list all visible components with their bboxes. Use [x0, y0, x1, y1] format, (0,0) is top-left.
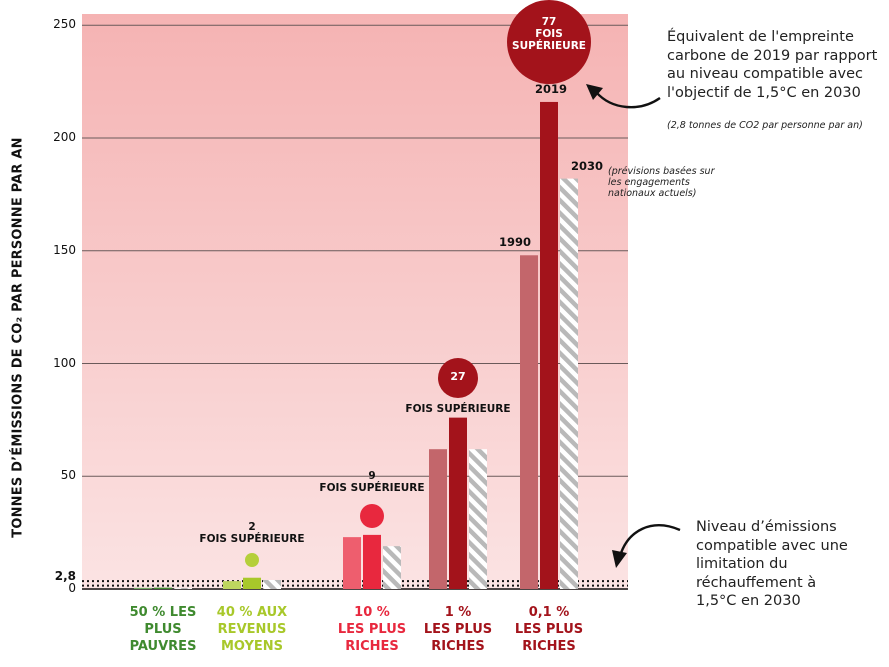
bar-2019 [154, 587, 172, 589]
y-tick-label: 0 [68, 581, 76, 595]
year-label-2030: 2030 [571, 158, 604, 173]
multiplier-circle [507, 0, 591, 84]
annotation-forecast: (prévisions basées sur les engagements n… [608, 166, 715, 199]
y-tick-label: 2,8 [54, 568, 76, 583]
bar-2019 [540, 101, 558, 590]
multiplier-label: 77 FOIS SUPÉRIEURE [512, 16, 586, 52]
bar-2030 [383, 546, 401, 589]
bar-2019 [449, 417, 467, 589]
multiplier-number: 27 [450, 370, 466, 383]
year-label-2019: 2019 [535, 81, 568, 96]
arrow-bottom-head [612, 550, 627, 568]
bar-2019 [363, 534, 381, 589]
annotation-top-right-small: (2,8 tonnes de CO2 par personne par an) [667, 120, 863, 131]
bar-2019 [243, 577, 261, 589]
category-label: 1 % LES PLUS RICHES [423, 605, 493, 654]
y-tick-label: 200 [53, 130, 76, 145]
category-label: 10 % LES PLUS RICHES [337, 605, 407, 654]
multiplier-circle [438, 358, 478, 398]
arrow-bottom [618, 524, 681, 557]
multiplier-label: 9 FOIS SUPÉRIEURE [319, 470, 425, 494]
bar-2030 [174, 588, 192, 589]
bar-2030 [263, 579, 281, 589]
category-label: 50 % LES PLUS PAUVRES [129, 605, 197, 654]
bar-2030 [560, 178, 578, 589]
bar-1990 [223, 581, 241, 589]
annotation-arrows [586, 84, 681, 568]
annotation-top-right: Équivalent de l'empreinte carbone de 201… [667, 29, 878, 101]
category-label: 0,1 % LES PLUS RICHES [514, 605, 584, 654]
y-tick-label: 50 [60, 468, 76, 483]
bar-1990 [429, 449, 447, 589]
multiplier-circle [245, 553, 259, 567]
y-tick-label: 250 [53, 17, 76, 32]
arrow-top-head [586, 84, 603, 100]
bar-2030 [469, 449, 487, 589]
bar-1990 [343, 537, 361, 589]
y-tick-label: 150 [53, 242, 76, 257]
y-axis-label: TONNES D’ÉMISSIONS DE CO₂ PAR PERSONNE P… [10, 137, 26, 538]
category-label: 40 % AUX REVENUS MOYENS [216, 605, 288, 654]
multiplier-circle [360, 504, 384, 528]
annotation-bottom-right: Niveau d’émissions compatible avec une l… [696, 519, 848, 609]
bar-1990 [134, 587, 152, 589]
arrow-top [595, 91, 661, 109]
multiplier-text: FOIS SUPÉRIEURE [405, 403, 511, 415]
y-tick-label: 100 [53, 355, 76, 370]
year-label-1990: 1990 [499, 235, 532, 250]
bar-1990 [520, 255, 538, 589]
multiplier-label: 2 FOIS SUPÉRIEURE [199, 521, 305, 545]
